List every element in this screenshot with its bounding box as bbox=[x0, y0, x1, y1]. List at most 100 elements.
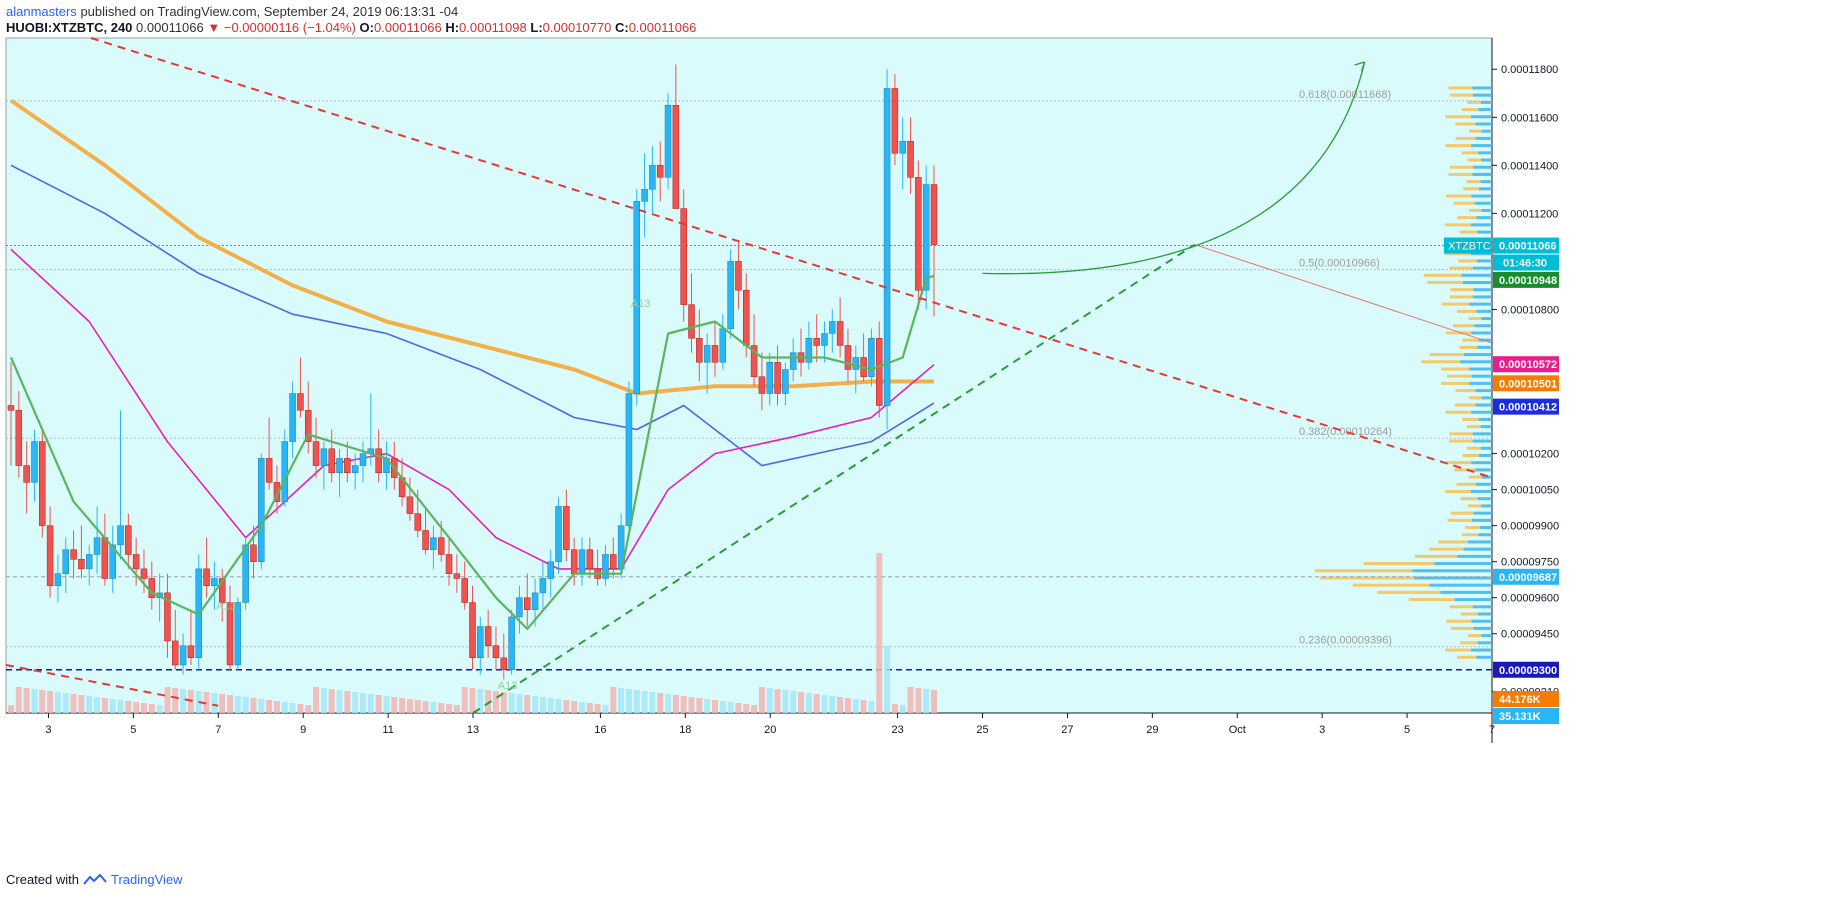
candle-body bbox=[656, 165, 664, 178]
volume-profile-bar bbox=[1472, 93, 1492, 97]
volume-bar bbox=[23, 688, 30, 713]
time-tick-label: Oct bbox=[1229, 724, 1246, 736]
candle-body bbox=[907, 141, 914, 178]
candle-body bbox=[85, 554, 93, 570]
volume-profile-bar bbox=[1476, 309, 1492, 313]
candle-body bbox=[930, 184, 938, 245]
candle-body bbox=[743, 289, 750, 346]
volume-profile-bar bbox=[1462, 417, 1479, 421]
ema-magenta-line bbox=[10, 248, 935, 570]
volume-bar bbox=[461, 687, 468, 713]
volume-profile-bar bbox=[1449, 165, 1474, 169]
volume-profile-bar bbox=[1478, 338, 1492, 342]
volume-bar bbox=[359, 693, 366, 713]
candle-body bbox=[735, 261, 742, 291]
volume-bar bbox=[148, 704, 155, 713]
volume-profile-bar bbox=[1480, 158, 1492, 162]
publish-line: alanmasters published on TradingView.com… bbox=[6, 4, 696, 20]
volume-profile-bar bbox=[1470, 648, 1492, 652]
candle-body bbox=[430, 537, 437, 550]
candle-body bbox=[508, 616, 515, 671]
author-link[interactable]: alanmasters bbox=[6, 4, 77, 19]
candle-body bbox=[320, 448, 328, 466]
volume-profile-bar bbox=[1445, 252, 1471, 256]
volume-profile-bar bbox=[1319, 576, 1415, 580]
volume-bar bbox=[234, 696, 241, 713]
volume-profile-bar bbox=[1412, 569, 1492, 573]
volume-bar bbox=[313, 687, 320, 713]
projection-arrowhead bbox=[1354, 61, 1366, 72]
fib-level-label: 0.5(0.00010966) bbox=[1299, 258, 1380, 270]
volume-profile-bar bbox=[1445, 461, 1472, 465]
volume-profile-bar bbox=[1460, 497, 1478, 501]
volume-profile-bar bbox=[1481, 208, 1492, 212]
volume-profile-bar bbox=[1441, 367, 1470, 371]
candle-body bbox=[836, 321, 844, 346]
volume-bar bbox=[203, 692, 210, 713]
candle-body bbox=[821, 333, 828, 346]
volume-profile-bar bbox=[1448, 172, 1473, 176]
volume-profile-bar bbox=[1474, 201, 1492, 205]
volume-profile-bar bbox=[1476, 259, 1492, 263]
volume-profile-bar bbox=[1474, 324, 1492, 328]
volume-bar bbox=[391, 697, 398, 713]
candle-body bbox=[172, 640, 179, 666]
volume-bar bbox=[680, 696, 687, 713]
candle-body bbox=[422, 530, 429, 550]
volume-profile-bar bbox=[1477, 497, 1492, 501]
candle-body bbox=[602, 554, 609, 579]
candle-body bbox=[750, 345, 758, 377]
volume-profile-bar bbox=[1472, 518, 1492, 522]
volume-bar bbox=[931, 690, 937, 713]
price-tick-label: 0.00010200 bbox=[1501, 449, 1559, 461]
volume-profile-bar bbox=[1480, 446, 1492, 450]
volume-profile-bar bbox=[1457, 655, 1477, 659]
volume-bar bbox=[602, 705, 609, 713]
candle-body bbox=[437, 537, 445, 555]
volume-profile-bar bbox=[1462, 281, 1492, 285]
volume-profile-bar bbox=[1472, 295, 1492, 299]
volume-bar bbox=[727, 702, 734, 713]
time-tick-label: 16 bbox=[594, 724, 606, 736]
volume-profile-bar bbox=[1461, 151, 1479, 155]
volume-profile-bar bbox=[1427, 281, 1463, 285]
volume-bar bbox=[305, 705, 312, 713]
volume-bar bbox=[258, 699, 265, 713]
candle-body bbox=[109, 544, 116, 579]
candle-body bbox=[625, 393, 633, 526]
volume-bar bbox=[54, 692, 61, 713]
open-label: O: bbox=[359, 20, 374, 35]
volume-profile-bar bbox=[1473, 511, 1492, 515]
volume-profile-bar bbox=[1471, 331, 1492, 335]
candle-body bbox=[140, 568, 148, 579]
volume-profile-bar bbox=[1449, 605, 1473, 609]
volume-profile-bar bbox=[1429, 583, 1492, 587]
tradingview-link[interactable]: TradingView bbox=[110, 872, 183, 887]
volume-bar bbox=[813, 694, 820, 713]
volume-profile-bar bbox=[1446, 194, 1472, 198]
candle-body bbox=[578, 549, 586, 574]
candle-body bbox=[852, 357, 860, 370]
price-tick-label: 0.00011200 bbox=[1501, 208, 1558, 220]
volume-profile-bar bbox=[1481, 396, 1492, 400]
candle-body bbox=[289, 393, 296, 442]
price-tick-label: 0.00009600 bbox=[1501, 593, 1559, 605]
candle-body bbox=[250, 544, 257, 562]
candle-body bbox=[524, 597, 531, 610]
candle-body bbox=[915, 177, 922, 291]
candle-body bbox=[727, 261, 734, 329]
volume-profile-bar bbox=[1472, 605, 1492, 609]
volume-bar bbox=[524, 695, 531, 713]
volume-bar bbox=[211, 693, 218, 713]
candle-body bbox=[312, 441, 320, 466]
volume-bar bbox=[719, 701, 726, 713]
volume-bar bbox=[15, 687, 22, 713]
volume-profile-bar bbox=[1463, 353, 1492, 357]
volume-profile-bar bbox=[1446, 331, 1472, 335]
candle-body bbox=[23, 465, 30, 483]
symbol-tag-label: XTZBTC bbox=[1448, 241, 1491, 253]
volume-profile-bar bbox=[1455, 136, 1476, 140]
volume-bar bbox=[109, 699, 116, 713]
volume-profile-bar bbox=[1476, 655, 1492, 659]
